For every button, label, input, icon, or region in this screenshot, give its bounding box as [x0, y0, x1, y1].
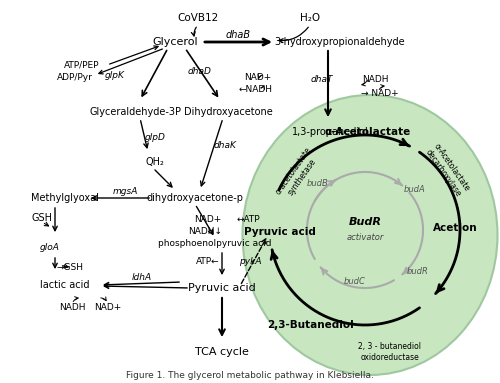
Text: gloA: gloA — [40, 244, 60, 252]
Text: ATP←: ATP← — [196, 257, 220, 267]
Text: NAD+: NAD+ — [94, 303, 122, 313]
Text: dhaT: dhaT — [311, 75, 333, 85]
Text: glpD: glpD — [144, 134, 166, 142]
Text: Pyruvic acid: Pyruvic acid — [188, 283, 256, 293]
Text: budA: budA — [404, 185, 426, 195]
Text: Glyceraldehyde-3P: Glyceraldehyde-3P — [89, 107, 181, 117]
Text: lactic acid: lactic acid — [40, 280, 90, 290]
Text: GSH: GSH — [32, 213, 52, 223]
Text: dhaK: dhaK — [214, 141, 236, 149]
Ellipse shape — [242, 95, 498, 375]
Text: → NAD+: → NAD+ — [361, 88, 399, 98]
Text: Acetion: Acetion — [432, 223, 478, 233]
Text: dhaD: dhaD — [188, 67, 212, 77]
Text: phosphoenolpyruvic acid: phosphoenolpyruvic acid — [158, 239, 272, 249]
Text: α-acetolactate
synthetase: α-acetolactate synthetase — [274, 146, 322, 202]
Text: Figure 1. The glycerol metabolic pathway in Klebsiella.: Figure 1. The glycerol metabolic pathway… — [126, 370, 374, 380]
Text: NAD+: NAD+ — [244, 74, 272, 82]
Text: ↔ATP: ↔ATP — [236, 216, 260, 224]
Text: α-Acetolactate: α-Acetolactate — [325, 127, 411, 137]
Text: NADH: NADH — [362, 75, 388, 85]
Text: NADH: NADH — [59, 303, 85, 313]
Text: BudR: BudR — [348, 217, 382, 227]
Text: activator: activator — [346, 234, 384, 242]
Text: 2, 3 - butanediol
oxidoreductase: 2, 3 - butanediol oxidoreductase — [358, 342, 422, 362]
Text: →GSH: →GSH — [56, 264, 84, 272]
Text: CoVB12: CoVB12 — [178, 13, 218, 23]
Text: QH₂: QH₂ — [146, 157, 165, 167]
Text: glpK: glpK — [105, 72, 125, 80]
Text: Dihydroxyacetone: Dihydroxyacetone — [184, 107, 272, 117]
Text: ATP/PEP: ATP/PEP — [64, 61, 100, 69]
Text: dihydroxyacetone-p: dihydroxyacetone-p — [146, 193, 244, 203]
Text: budR: budR — [407, 267, 429, 277]
Text: α-Acetolactate
decarboxylase: α-Acetolactate decarboxylase — [423, 141, 471, 198]
Text: ldhA: ldhA — [132, 273, 152, 283]
Text: NAD+: NAD+ — [194, 216, 222, 224]
Text: ←NADH: ←NADH — [239, 85, 273, 95]
Text: mgsA: mgsA — [112, 188, 138, 196]
Text: Methylglyoxal: Methylglyoxal — [31, 193, 99, 203]
Text: Pyruvic acid: Pyruvic acid — [244, 227, 316, 237]
Text: NADH↓: NADH↓ — [188, 228, 222, 236]
Text: 3-hydroxypropionaldehyde: 3-hydroxypropionaldehyde — [274, 37, 406, 47]
Text: TCA cycle: TCA cycle — [195, 347, 249, 357]
Text: 2,3-Butanediol: 2,3-Butanediol — [266, 320, 354, 330]
Text: H₂O: H₂O — [300, 13, 320, 23]
Text: 1,3-propanediol: 1,3-propanediol — [292, 127, 368, 137]
Text: budB: budB — [307, 180, 329, 188]
Text: dhaB: dhaB — [226, 30, 250, 40]
Text: budC: budC — [344, 278, 366, 286]
Text: pykA: pykA — [239, 257, 261, 267]
Text: Glycerol: Glycerol — [152, 37, 198, 47]
Text: ADP/Pyr: ADP/Pyr — [57, 74, 93, 82]
